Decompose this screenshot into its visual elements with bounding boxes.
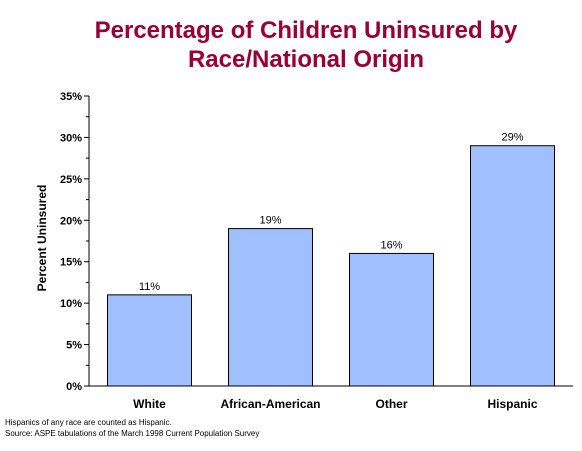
y-axis: 0% 5% 10% 15% 20% 25% 30% 35% Percent Uninsured xyxy=(35,91,90,393)
bars xyxy=(107,145,555,387)
y-tick-label: 10% xyxy=(60,298,82,310)
bar-african-american xyxy=(228,228,313,387)
chart-title-line-2: Race/National Origin xyxy=(188,46,424,73)
y-axis-label: Percent Uninsured xyxy=(35,185,49,292)
value-labels: 11% 19% 16% 29% xyxy=(139,132,524,293)
chart-title-line-1: Percentage of Children Uninsured by xyxy=(95,17,518,44)
y-tick-label: 0% xyxy=(66,381,82,393)
data-label: 19% xyxy=(259,215,281,227)
y-tick-label: 5% xyxy=(66,340,82,352)
x-tick-label: Hispanic xyxy=(487,397,537,411)
x-tick-label: Other xyxy=(375,397,407,411)
bar-hispanic xyxy=(470,145,555,387)
x-tick-label: White xyxy=(133,397,166,411)
data-label: 11% xyxy=(139,281,160,293)
data-label: 16% xyxy=(380,239,402,251)
footnote-source: Source: ASPE tabulations of the March 19… xyxy=(5,429,260,438)
x-axis: White African-American Other Hispanic xyxy=(89,385,573,411)
y-tick-label: 35% xyxy=(60,91,82,103)
bar-other xyxy=(349,252,434,387)
y-tick-label: 25% xyxy=(60,174,82,186)
chart-title-group: Percentage of Children Uninsured byRace/… xyxy=(95,17,518,73)
bar-white xyxy=(107,294,192,387)
y-tick-label: 20% xyxy=(60,215,82,227)
x-tick-label: African-American xyxy=(220,397,320,411)
data-label: 29% xyxy=(501,132,523,144)
footnote-note: Hispanics of any race are counted as His… xyxy=(5,418,172,427)
y-tick-label: 15% xyxy=(60,257,82,269)
y-tick-label: 30% xyxy=(60,132,82,144)
